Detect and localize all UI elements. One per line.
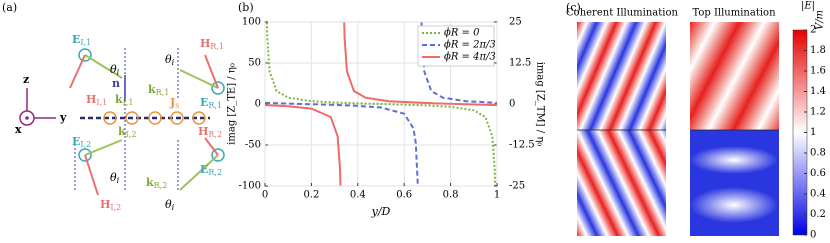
- labels-bottom: EI,2 HI,2 kI,2 θi kR,2 θi HR,2 ER,2: [72, 125, 222, 212]
- y2-tick-label: 25: [509, 17, 522, 28]
- y-tick-label: 50: [248, 58, 261, 69]
- field-circle: [211, 81, 225, 95]
- x-tick-label: 1: [494, 190, 500, 201]
- y-tick-label: -50: [245, 140, 261, 151]
- y2-tick-label: 0: [509, 99, 515, 110]
- colorbar-tick-label: 0.6: [810, 168, 826, 179]
- axis-label: x: [15, 123, 22, 136]
- y2-tick-label: -25: [509, 181, 525, 192]
- panel-label: (c): [566, 1, 581, 14]
- labels-top: EI,1 HI,1 kI,1 θi n kR,1 Js θi HR,1 ER,1: [72, 33, 224, 110]
- colorbar-tick-label: 2: [810, 25, 816, 36]
- colorbar-tick-label: 0.2: [810, 209, 826, 220]
- field-blob: [690, 187, 778, 223]
- label: ER,2: [200, 163, 222, 177]
- x-tick-label: 0.4: [350, 190, 366, 201]
- axis-label: z: [23, 73, 29, 86]
- label: θi: [110, 171, 120, 185]
- h-arrow: [69, 54, 86, 89]
- field-map: [577, 130, 666, 236]
- field-circle: [78, 48, 92, 62]
- panel-label: (a): [2, 1, 17, 14]
- series-line: [265, 22, 497, 186]
- label: EI,1: [72, 33, 91, 47]
- x-tick-label: 0: [262, 190, 268, 201]
- label: θi: [165, 53, 175, 67]
- colorbar-tick-label: 0: [810, 230, 816, 241]
- label: ER,1: [200, 96, 222, 110]
- x-tick-label: 0.2: [303, 190, 319, 201]
- panel-a: (a) z y x EI,1 HI,1 kI,1 θi n kR,1 Js θi…: [2, 1, 225, 212]
- colorbar-tick-label: 0.8: [810, 148, 826, 159]
- panel-label: (b): [238, 1, 254, 14]
- y-axis-label: imag [Z_TE] / η₀: [227, 63, 238, 145]
- map-title: Coherent Illumination: [566, 8, 678, 19]
- label: θi: [165, 198, 175, 212]
- field-blob: [690, 146, 778, 174]
- label: Js: [169, 96, 179, 110]
- x-tick-label: 0.8: [443, 190, 459, 201]
- field-map: [690, 22, 779, 130]
- k-arrow: [84, 139, 123, 156]
- label: HI,1: [86, 93, 107, 107]
- field-circle: [211, 148, 225, 162]
- k-arrow: [179, 69, 219, 89]
- legend-label: ϕR = 2π/3: [444, 40, 496, 51]
- label: θi: [110, 63, 120, 77]
- label: kI,1: [115, 93, 133, 107]
- x-axis-label: y/D: [371, 205, 391, 218]
- y-tick-label: -100: [239, 181, 261, 192]
- label: HR,2: [198, 125, 222, 139]
- colorbar-unit: V/m: [815, 10, 826, 30]
- colorbar-tick-label: 1.4: [810, 86, 826, 97]
- panel-b: (b) y/D imag [Z_TE] / η₀ imag [Z_TM] / η…: [227, 1, 546, 218]
- colorbar-tick-label: 0.4: [810, 189, 826, 200]
- h-arrow: [84, 154, 99, 196]
- label: kR,2: [146, 176, 167, 190]
- y2-axis-label: imag [Z_TM] / η₀: [535, 62, 546, 147]
- colorbar-tick-label: 1: [810, 127, 816, 138]
- label: kR,1: [148, 83, 169, 97]
- colorbar-tick-label: 1.8: [810, 45, 826, 56]
- label: EI,2: [72, 135, 91, 149]
- legend-label: ϕR = 4π/3: [444, 52, 496, 63]
- panel-c: (c) Coherent Illumination Top Illuminati…: [566, 1, 826, 241]
- colorbar-label: |E|: [801, 1, 815, 12]
- colorbar-ticks: 0 0.2 0.4 0.6 0.8 1 1.2 1.4 1.6 1.8 2: [804, 25, 826, 241]
- label: n: [112, 77, 120, 90]
- h-arrow: [204, 54, 219, 89]
- current-elements: [103, 111, 206, 125]
- colorbar-tick-label: 1.2: [810, 107, 826, 118]
- field-map: [577, 22, 666, 130]
- k-arrow: [179, 154, 219, 191]
- k-arrow: [84, 54, 123, 79]
- map-title: Top Illumination: [692, 8, 776, 19]
- label: HR,1: [200, 37, 224, 51]
- series-line: [264, 22, 498, 186]
- label: kI,2: [118, 125, 136, 139]
- colorbar-tick-label: 1.6: [810, 66, 826, 77]
- axis-label: y: [59, 111, 67, 124]
- field-circle: [78, 148, 92, 162]
- label: HI,2: [100, 198, 121, 212]
- y2-tick-label: -12.5: [509, 140, 535, 151]
- y-tick-label: 0: [255, 99, 261, 110]
- y2-tick-label: 12.5: [509, 58, 531, 69]
- y-tick-label: 100: [242, 17, 261, 28]
- axis-dot: [25, 116, 29, 120]
- x-tick-label: 0.6: [396, 190, 412, 201]
- h-arrow: [204, 137, 219, 156]
- legend-label: ϕR = 0: [444, 28, 480, 39]
